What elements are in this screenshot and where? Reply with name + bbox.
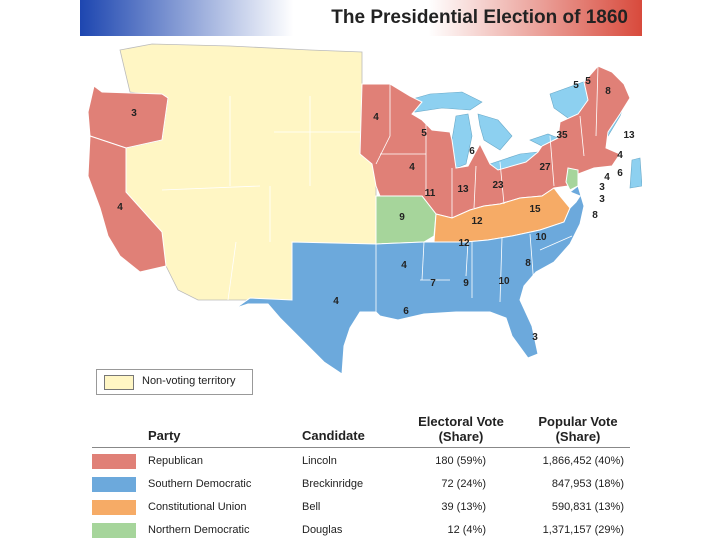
state-label: 5	[573, 80, 579, 91]
state-label: 6	[617, 168, 623, 179]
cell-popular: 847,953 (18%)	[551, 478, 624, 490]
cell-party: Southern Democratic	[148, 478, 252, 490]
table-row: Northern Democratic Douglas 12 (4%) 1,371,1…	[80, 519, 642, 540]
lake-superior	[401, 91, 483, 113]
state-label: 3	[131, 108, 137, 119]
state-label: 7	[430, 278, 436, 289]
title-bar: The Presidential Election of 1860	[80, 0, 642, 36]
state-label: 27	[539, 162, 551, 173]
cell-party: Northern Democratic	[148, 524, 250, 536]
state-borders	[161, 65, 599, 312]
state-label: 5	[421, 128, 427, 139]
party-swatch	[92, 477, 136, 492]
state-label: 23	[492, 180, 504, 191]
party-swatch	[92, 523, 136, 538]
state-label: 3	[532, 332, 538, 343]
party-swatch	[92, 500, 136, 515]
state-label: 4	[117, 202, 123, 213]
cell-electoral: 180 (59%)	[435, 455, 486, 467]
cell-candidate: Bell	[302, 501, 321, 513]
atlantic-inlet	[629, 157, 642, 189]
state-label: 4	[604, 172, 610, 183]
cell-electoral: 72 (24%)	[441, 478, 486, 490]
table-row: Republican Lincoln 180 (59%) 1,866,452 (40%…	[80, 450, 642, 472]
state-label: 9	[399, 212, 405, 223]
cell-popular: 590,831 (13%)	[551, 501, 624, 513]
state-label: 11	[425, 188, 436, 199]
state-label: 15	[529, 204, 541, 215]
cell-electoral: 39 (13%)	[441, 501, 486, 513]
state-label: 13	[457, 184, 469, 195]
cell-popular: 1,866,452 (40%)	[542, 455, 624, 467]
state-new-jersey	[565, 167, 579, 191]
state-label: 10	[535, 232, 547, 243]
col-header-popular: Popular Vote (Share)	[538, 414, 618, 444]
cell-candidate: Breckinridge	[302, 478, 364, 490]
col-header-party: Party	[148, 428, 181, 443]
cell-party: Constitutional Union	[148, 501, 247, 513]
col-header-candidate: Candidate	[302, 428, 365, 443]
state-missouri	[375, 195, 437, 245]
state-label: 6	[403, 306, 409, 317]
results-table: Party Candidate Electoral Vote (Share) P…	[80, 406, 642, 540]
state-label: 12	[458, 238, 470, 249]
cell-candidate: Lincoln	[302, 455, 337, 467]
title-gradient	[80, 0, 642, 36]
party-swatch	[92, 454, 136, 469]
state-label: 8	[592, 210, 598, 221]
region-southern-democratic	[235, 185, 585, 375]
non-voting-label: Non-voting territory	[142, 375, 236, 387]
state-label: 4	[333, 296, 339, 307]
state-label: 6	[469, 146, 475, 157]
state-label: 35	[556, 130, 568, 141]
state-label: 4	[409, 162, 415, 173]
state-oregon	[87, 85, 169, 149]
table-row: Southern Democratic Breckinridge 72 (24%) 8…	[80, 473, 642, 495]
cell-party: Republican	[148, 455, 204, 467]
state-label: 12	[471, 216, 483, 227]
table-row: Constitutional Union Bell 39 (13%) 590,831 …	[80, 496, 642, 518]
page-title: The Presidential Election of 1860	[331, 7, 628, 28]
state-california	[87, 135, 167, 273]
state-label: 5	[585, 76, 591, 87]
state-label: 3	[599, 194, 605, 205]
cell-popular: 1,371,157 (29%)	[542, 524, 624, 536]
state-label: 4	[401, 260, 407, 271]
state-label: 4	[617, 150, 623, 161]
map-legend: Non-voting territory	[96, 369, 253, 395]
state-label: 8	[525, 258, 531, 269]
cell-candidate: Douglas	[302, 524, 343, 536]
cell-electoral: 12 (4%)	[447, 524, 486, 536]
state-label: 9	[463, 278, 469, 289]
state-label: 13	[623, 130, 635, 141]
header-divider	[92, 447, 630, 448]
state-label: 3	[599, 182, 605, 193]
slide-frame: The Presidential Election of 1860	[80, 0, 642, 540]
state-label: 10	[498, 276, 510, 287]
state-label: 4	[373, 112, 379, 123]
lake-huron	[477, 113, 513, 151]
col-header-electoral: Electoral Vote (Share)	[418, 414, 504, 444]
state-label: 8	[605, 86, 611, 97]
non-voting-swatch	[104, 375, 134, 390]
